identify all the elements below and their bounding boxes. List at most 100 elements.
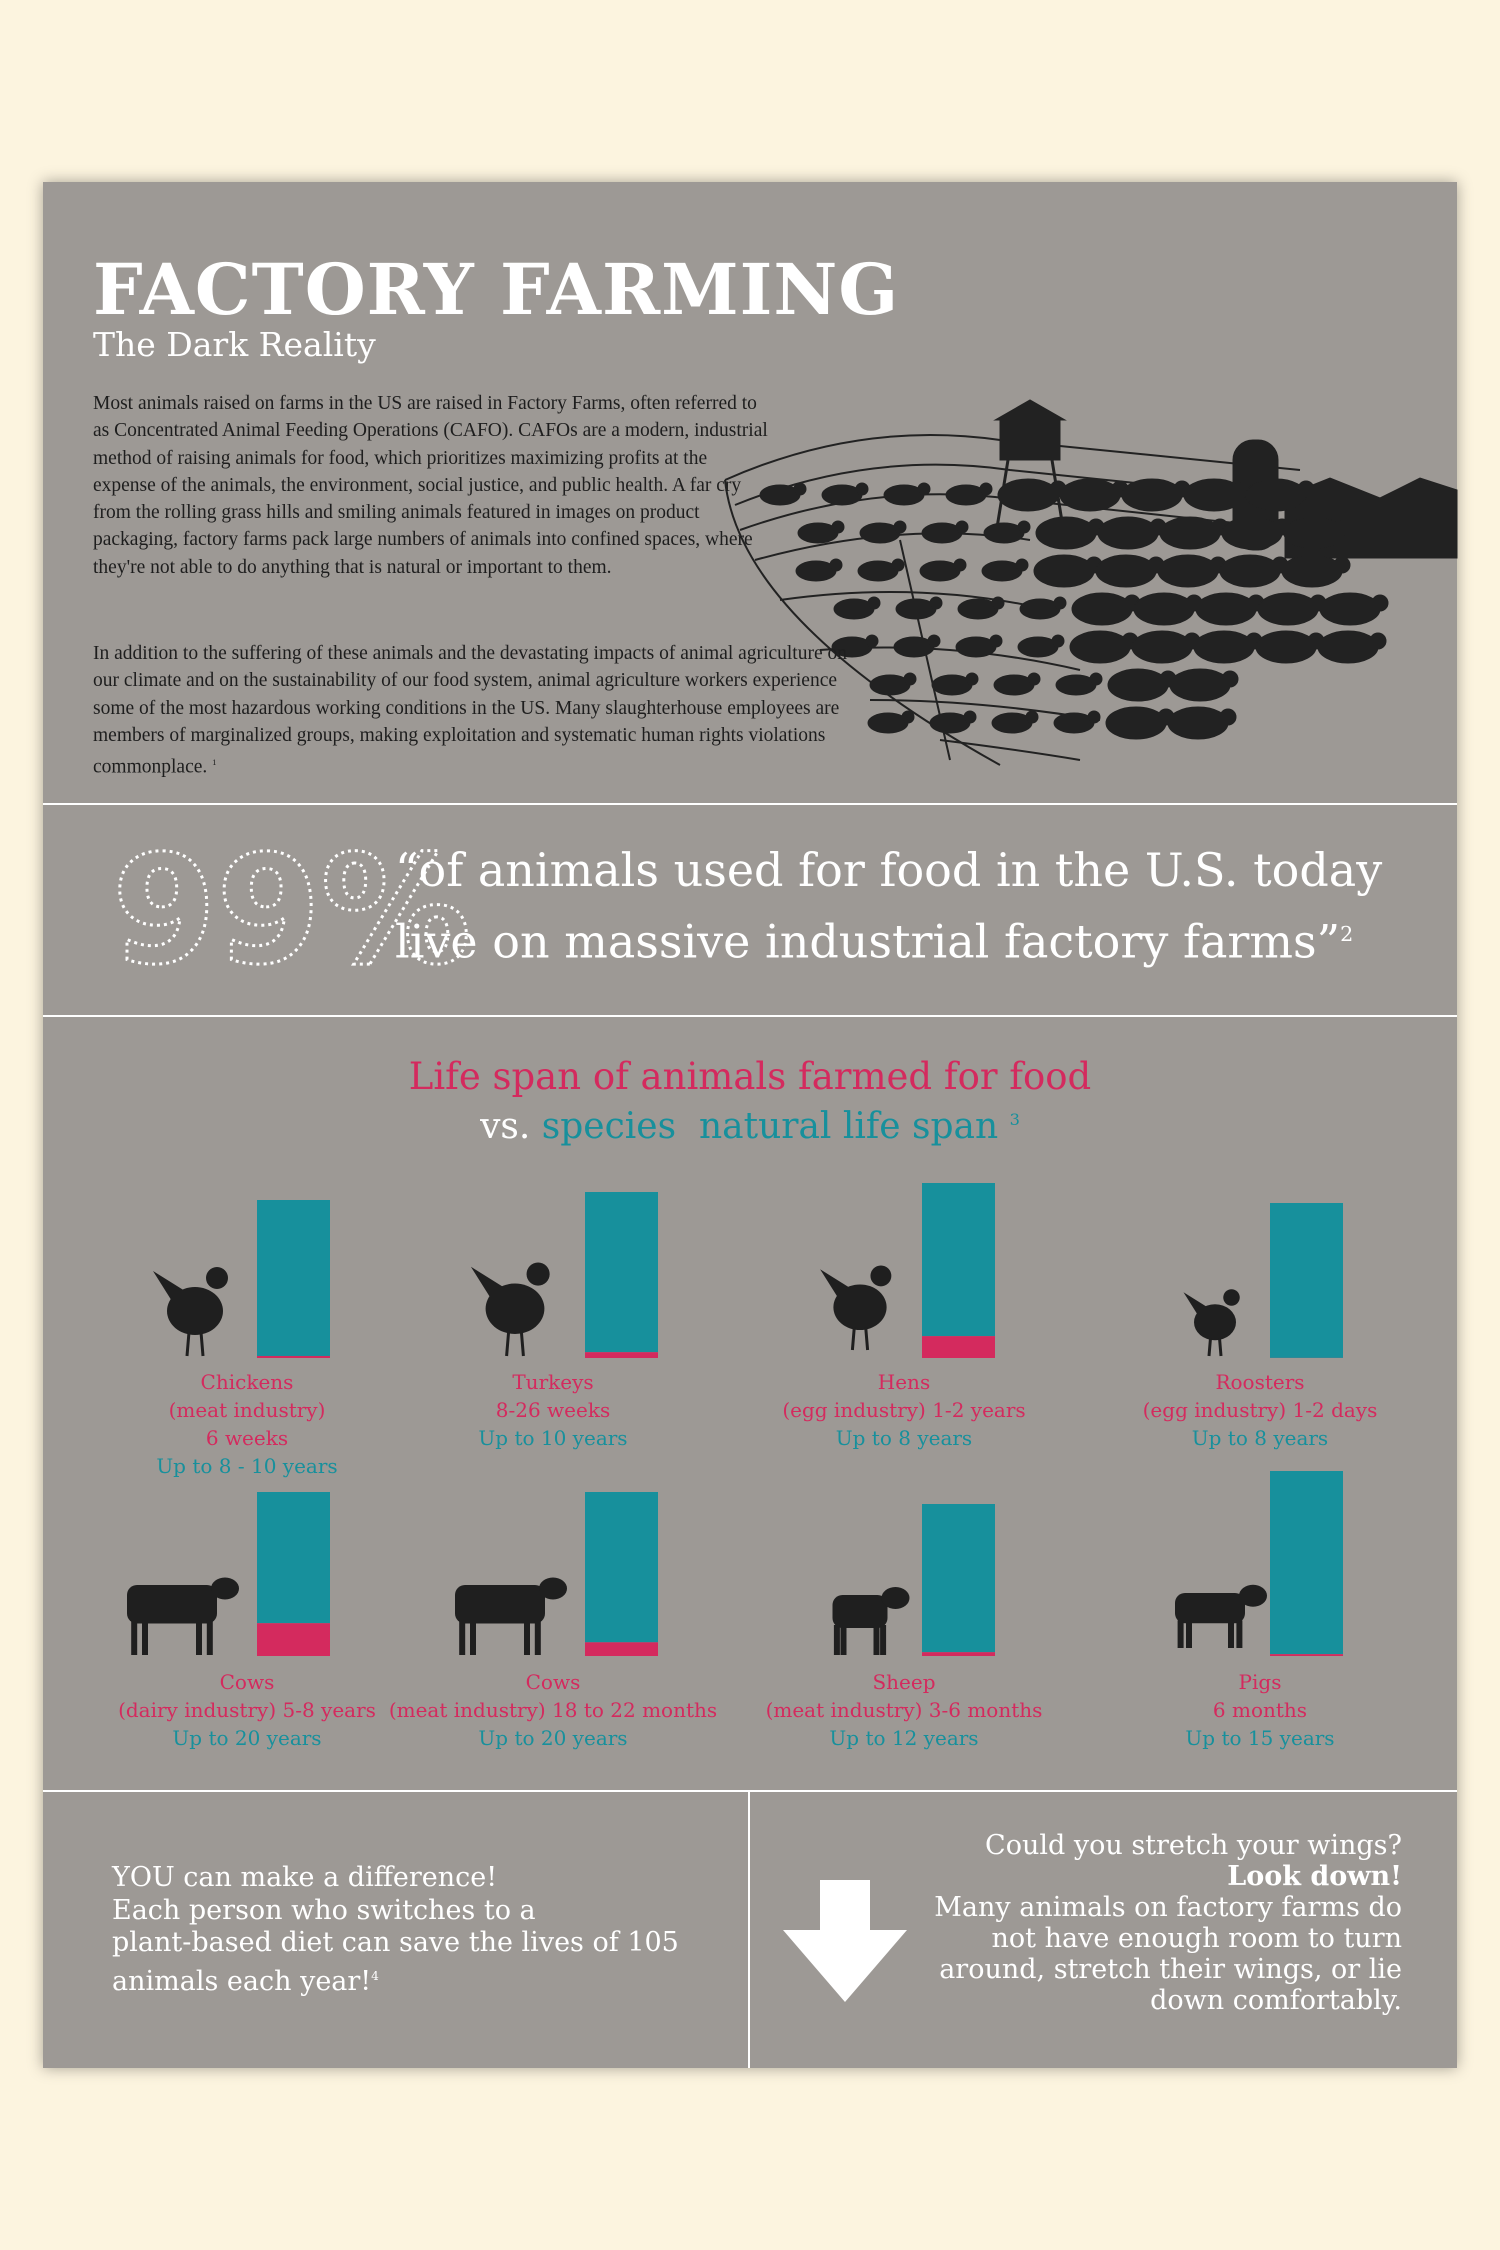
herd-animal [1097, 516, 1159, 550]
herd-animal [1107, 668, 1169, 702]
text-line: not have enough room to turn [991, 1923, 1402, 1954]
natural-bar [922, 1183, 995, 1337]
animal-icon [833, 1284, 887, 1331]
herd-head [901, 710, 915, 724]
herd-animal [1033, 554, 1095, 588]
animal-label: Cows (dairy industry) 5-8 years Up to 20 y… [37, 1668, 457, 1752]
animal-icon [526, 1262, 550, 1286]
herd-head [1051, 634, 1065, 648]
herd-animal [1183, 478, 1245, 512]
herd-head [979, 482, 993, 496]
animal-icon [196, 1620, 202, 1655]
footnote: 2 [1340, 922, 1354, 946]
animal-icon [127, 1585, 217, 1624]
herd-head [1089, 672, 1103, 686]
farm-life: (egg industry) 1-2 years [782, 1398, 1026, 1422]
animal-label: Cows (meat industry) 18 to 22 months Up to… [343, 1668, 763, 1752]
footnote: 3 [1009, 1110, 1020, 1129]
animal-icon [167, 1287, 223, 1335]
line-text: Each person who switches to a [112, 1894, 536, 1926]
natural-life: Up to 20 years [172, 1726, 322, 1750]
animal-icon [470, 1266, 505, 1304]
herd-animal [1131, 630, 1193, 664]
paragraph: Most animals raised on farms in the US a… [93, 393, 768, 578]
animal-icon [153, 1271, 185, 1306]
quote-text: live on massive industrial factory farms… [395, 914, 1341, 969]
herd-animal [1281, 554, 1343, 588]
animal-icon [470, 1620, 476, 1655]
herd-head [1333, 556, 1351, 574]
herd-head [1027, 672, 1041, 686]
herd-animal [1221, 516, 1283, 550]
natural-life: Up to 8 - 10 years [156, 1454, 338, 1478]
paragraph-text: In addition to the suffering of these an… [93, 643, 847, 778]
natural-life: Up to 8 years [835, 1426, 973, 1450]
natural-life: Up to 15 years [1185, 1726, 1335, 1750]
herd-head [1087, 710, 1101, 724]
farm-life: Cows [219, 1670, 275, 1694]
herd-animal [1317, 630, 1379, 664]
animal-icon [820, 1269, 851, 1303]
natural-bar [585, 1492, 658, 1643]
animal-label: Roosters (egg industry) 1-2 days Up to 8 y… [1050, 1368, 1470, 1452]
text-line: around, stretch their wings, or lie [939, 1954, 1402, 1985]
animal-icon [1177, 1620, 1184, 1648]
natural-bar [585, 1192, 658, 1353]
herd-animal [1059, 478, 1121, 512]
herd-head [793, 482, 807, 496]
herd-head [1335, 518, 1353, 536]
animal-icon [880, 1625, 887, 1655]
herd-head [891, 558, 905, 572]
look-down-note: Could you stretch your wings? Look down! M… [934, 1830, 1402, 2016]
natural-bar [257, 1492, 330, 1624]
animal-label: Sheep (meat industry) 3-6 months Up to 12 … [694, 1668, 1114, 1752]
animal-icon [1236, 1620, 1243, 1648]
herd-head [831, 520, 845, 534]
footnote: 4 [371, 1968, 379, 1983]
farm-life: (dairy industry) 5-8 years [118, 1698, 376, 1722]
herd-animal [1159, 516, 1221, 550]
animal-icon [211, 1577, 239, 1600]
herd-head [929, 596, 943, 610]
herd-animal [1157, 554, 1219, 588]
herd-head [927, 634, 941, 648]
animal-label: Hens (egg industry) 1-2 years Up to 8 year… [694, 1368, 1114, 1452]
farm-life: Pigs [1238, 1670, 1282, 1694]
natural-life: Up to 8 years [1191, 1426, 1329, 1450]
herd-animal [1035, 516, 1097, 550]
herd-animal [1283, 516, 1345, 550]
animal-icon [1186, 1620, 1192, 1648]
herd-animal [1167, 706, 1229, 740]
herd-head [1017, 520, 1031, 534]
farm-life: Turkeys [512, 1370, 594, 1394]
herd-animal [1193, 630, 1255, 664]
animal-icon [206, 1267, 228, 1289]
animal-icon [131, 1620, 138, 1655]
text-line: plant-based diet can save the lives of 1… [112, 1927, 679, 1960]
animal-icon [1175, 1593, 1245, 1624]
herd-head [953, 558, 967, 572]
herd-animal [1121, 478, 1183, 512]
farm-life: Sheep [872, 1670, 936, 1694]
quote-line: “of animals used for food in the U.S. to… [395, 843, 1383, 897]
animal-icon [850, 1327, 870, 1351]
text-line: Many animals on factory farms do [934, 1892, 1402, 1923]
natural-life: Up to 12 years [829, 1726, 979, 1750]
quote-line: live on massive industrial factory farms… [395, 902, 1382, 973]
animal-icon [539, 1577, 567, 1600]
animal-icon [206, 1620, 213, 1655]
herd-head [1221, 670, 1239, 688]
text-line: Each person who switches to a [112, 1895, 679, 1928]
natural-life: Up to 10 years [478, 1426, 628, 1450]
chart-subtitle: vs. species natural life span 3 [0, 1106, 1500, 1147]
herd-head [867, 596, 881, 610]
animal-icon [455, 1585, 545, 1624]
herd-head [1369, 632, 1387, 650]
natural-bar [922, 1504, 995, 1653]
animal-icon [459, 1620, 466, 1655]
farm-illustration [724, 399, 1458, 766]
down-arrow [783, 1880, 907, 2002]
herd-animal [1069, 630, 1131, 664]
animal-label: Turkeys 8-26 weeks Up to 10 years [343, 1368, 763, 1452]
animal-label: Chickens (meat industry) 6 weeks Up to 8 - … [37, 1368, 457, 1480]
